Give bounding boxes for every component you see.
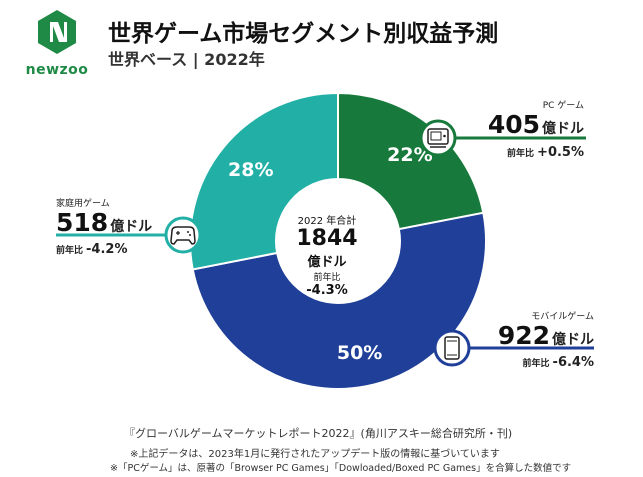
- mobile-name: モバイルゲーム: [531, 312, 594, 322]
- chart-title: 世界ゲーム市場セグメント別収益予測: [108, 21, 499, 47]
- console-share-label: 28%: [228, 159, 273, 181]
- donut-hole: [276, 179, 400, 303]
- chart-subtitle: 世界ベース | 2022年: [108, 50, 265, 69]
- pc-name: PC ゲーム: [542, 101, 584, 111]
- console-name: 家庭用ゲーム: [56, 199, 110, 209]
- mobile-yoy-row: 前年比 -6.4%: [470, 351, 594, 370]
- mobile-unit: 億ドル: [552, 332, 594, 348]
- pc-yoy-row: 前年比 +0.5%: [474, 141, 584, 160]
- source-note: 『グローバルゲームマーケットレポート2022』(角川アスキー総合研究所・刊): [124, 427, 513, 440]
- brand-name: newzoo: [25, 62, 89, 78]
- footnote-2: ※「PCゲーム」は、原著の「Browser PC Games」「Dowloade…: [110, 463, 572, 474]
- total-label: 2022 年合計: [297, 216, 357, 227]
- newzoo-logo-mark: [38, 10, 76, 54]
- mobile-yoy-label: 前年比: [522, 359, 550, 369]
- total-unit: 億ドル: [307, 255, 347, 270]
- newzoo-logo: newzoo: [14, 8, 100, 82]
- console-yoy-row: 前年比 -4.2%: [56, 238, 186, 257]
- footnote-1: ※上記データは、2023年1月に発行されたアップデート版の情報に基づいています: [130, 449, 500, 460]
- mobile-label: モバイルゲーム 922 億ドル: [470, 309, 594, 354]
- total-yoy: -4.3%: [306, 283, 348, 298]
- console-unit: 億ドル: [110, 219, 153, 235]
- pc-label: PC ゲーム 405 億ドル: [474, 98, 584, 143]
- console-yoy: -4.2%: [86, 242, 128, 257]
- pc-unit: 億ドル: [542, 121, 584, 137]
- console-value: 518: [56, 208, 109, 237]
- pc-yoy-label: 前年比: [507, 149, 535, 159]
- total-value: 1844: [296, 226, 358, 251]
- gamepad-icon: [164, 216, 202, 254]
- mobile-value: 922: [497, 321, 550, 350]
- donut-center: 2022 年合計 1844 億ドル 前年比 -4.3%: [272, 212, 382, 298]
- console-label: 家庭用ゲーム 518 億ドル: [56, 196, 186, 241]
- mobile-share-label: 50%: [337, 342, 382, 364]
- console-yoy-label: 前年比: [56, 246, 84, 256]
- smartphone-icon: [433, 329, 471, 367]
- pc-share-label: 22%: [387, 144, 432, 166]
- pc-monitor-icon: [419, 119, 457, 157]
- total-yoy-label: 前年比: [313, 273, 341, 283]
- mobile-yoy: -6.4%: [552, 355, 594, 370]
- pc-yoy: +0.5%: [537, 145, 584, 160]
- pc-value: 405: [487, 110, 540, 139]
